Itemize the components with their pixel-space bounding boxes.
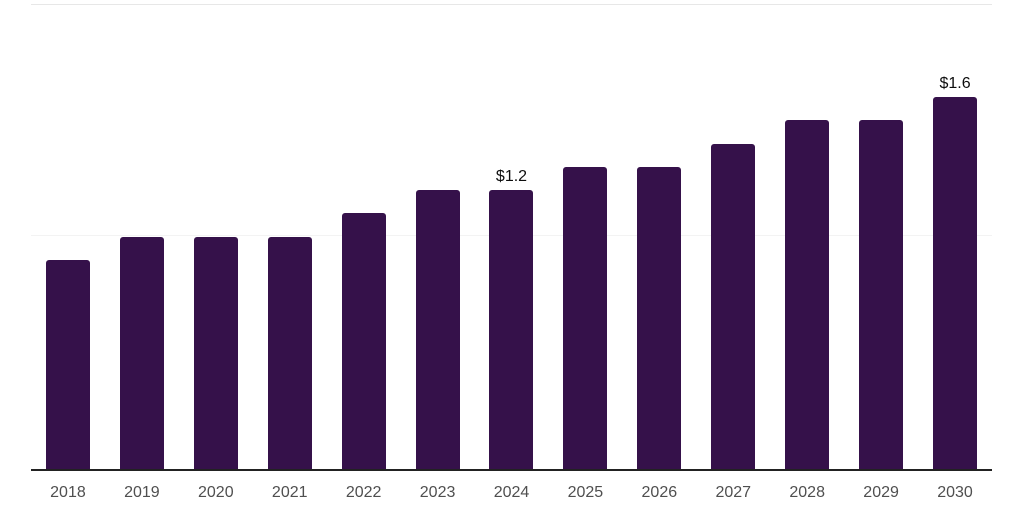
bar-slot: $1.2 (475, 0, 549, 469)
x-axis-labels: 2018 2019 2020 2021 2022 2023 2024 2025 2026 2027… (31, 483, 992, 502)
bar-slot (622, 0, 696, 469)
bar-slot (844, 0, 918, 469)
bar-slot (105, 0, 179, 469)
bar-2030: $1.6 (933, 75, 978, 469)
x-tick-label-2028: 2028 (789, 484, 825, 501)
bar-2022 (341, 213, 386, 469)
bar-value-label-2024: $1.2 (495, 168, 528, 185)
bar-2023 (415, 190, 460, 469)
bar-2021 (267, 236, 312, 469)
x-tick-label-2019: 2019 (124, 484, 160, 501)
gridline (31, 4, 992, 5)
bar-2024: $1.2 (489, 168, 534, 469)
bar-2026 (637, 166, 682, 469)
bar-value-label-2030: $1.6 (939, 75, 971, 92)
x-tick-label-2022: 2022 (345, 484, 382, 501)
bar-2027 (711, 143, 756, 469)
x-tick-label-2027: 2027 (715, 484, 752, 501)
bar-2028 (785, 120, 830, 469)
bar-slot (548, 0, 622, 469)
bar-slot (253, 0, 327, 469)
bar-2020 (193, 236, 238, 469)
bar-slot (179, 0, 253, 469)
bar-2029 (859, 120, 904, 469)
bar-slot (31, 0, 105, 469)
x-tick-label-2030: 2030 (937, 484, 973, 501)
x-tick-label-2021: 2021 (271, 484, 308, 501)
bar-slot (401, 0, 475, 469)
x-tick-label-2025: 2025 (567, 484, 604, 501)
bar-slot: $1.6 (918, 0, 992, 469)
x-tick-label-2029: 2029 (863, 484, 899, 501)
bar-slot (327, 0, 401, 469)
bar-2018 (45, 259, 90, 469)
x-tick-label-2024: 2024 (493, 484, 530, 501)
bar-slot (696, 0, 770, 469)
x-tick-label-2018: 2018 (50, 484, 86, 501)
bar-slot (770, 0, 844, 469)
x-axis-line (31, 469, 992, 471)
x-tick-label-2026: 2026 (641, 484, 678, 501)
bar-2019 (119, 236, 164, 469)
x-tick-label-2023: 2023 (419, 484, 456, 501)
bar-2025 (563, 166, 608, 469)
bars: $1.2 $1.6 (31, 0, 992, 469)
x-tick-label-2020: 2020 (198, 484, 234, 501)
